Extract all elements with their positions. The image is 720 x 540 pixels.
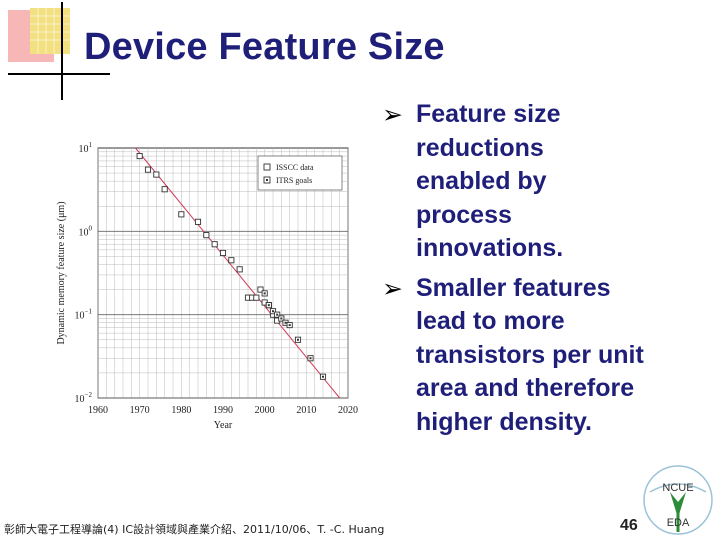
legend-marker	[263, 163, 271, 171]
itrs-goal-point-dot	[276, 313, 279, 316]
logo-arc	[649, 483, 707, 493]
isscc-data-point	[161, 186, 168, 193]
isscc-data-point	[219, 249, 227, 257]
bullet-line: area and therefore	[416, 374, 635, 402]
arrow-bullet-icon: ➢	[382, 100, 403, 129]
logo-text-top: NCUE	[662, 482, 693, 494]
isscc-data-point	[136, 153, 143, 160]
deco-yellow-square	[30, 8, 70, 54]
y-tick-label: 100	[79, 224, 93, 238]
isscc-data-point	[203, 232, 210, 239]
bullet-item: ➢ Smaller features lead to more transist…	[380, 272, 715, 440]
bullet-line: lead to more	[416, 307, 565, 335]
x-tick-label: 1960	[88, 405, 108, 416]
legend-entry: ISSCC data	[276, 163, 314, 172]
bullet-line: innovations.	[416, 234, 564, 262]
x-axis-label: Year	[214, 420, 233, 431]
trend-line	[135, 147, 341, 399]
itrs-goal-point-dot	[263, 292, 266, 295]
legend-box	[257, 155, 343, 191]
feature-size-chart: 1960 1970 1980 1990 2000 2010 2020 101 100 10−1 10…	[50, 136, 370, 436]
x-tick-label: 1990	[213, 405, 233, 416]
isscc-data-point	[257, 286, 264, 293]
x-tick-label: 1980	[171, 405, 191, 416]
bullet-line: reductions	[416, 133, 544, 162]
bullet-line: transistors per unit	[416, 340, 644, 369]
itrs-goal-point-dot	[322, 375, 324, 378]
isscc-data-point	[253, 294, 260, 301]
y-tick-label: 101	[79, 141, 93, 155]
bullet-item: ➢ Feature size reductions enabled by pro…	[380, 98, 715, 266]
chart-svg: 1960 1970 1980 1990 2000 2010 2020 101 100 10−1 10…	[56, 141, 358, 431]
x-tick-label: 2010	[296, 405, 316, 416]
logo-ring	[643, 465, 713, 535]
page-number: 46	[620, 517, 638, 534]
footer-text: 彰師大電子工程導論(4) IC設計領域與產業介紹、2011/10/06、T. -…	[4, 523, 385, 536]
ncue-eda-logo: NCUE EDA	[643, 465, 713, 535]
bullet-list: ➢ Feature size reductions enabled by pro…	[380, 98, 715, 445]
itrs-goal-point-dot	[267, 304, 270, 307]
slide-title: Device Feature Size	[84, 26, 445, 68]
bullet-line: process	[416, 200, 512, 229]
isscc-data-point	[144, 166, 152, 173]
isscc-data-point	[194, 218, 202, 225]
y-axis-label: Dynamic memory feature size (μm)	[56, 201, 67, 344]
isscc-data-point	[153, 171, 160, 178]
isscc-data-point	[211, 241, 218, 248]
x-tick-label: 2000	[255, 405, 275, 416]
bullet-line: enabled by	[416, 167, 547, 195]
bullet-line: higher density.	[416, 407, 592, 436]
bullet-line: Feature size	[416, 100, 561, 128]
legend-entry: ITRS goals	[276, 176, 312, 185]
itrs-goal-point-dot	[309, 357, 312, 360]
y-tick-label: 10−1	[75, 308, 93, 322]
arrow-bullet-icon: ➢	[382, 273, 403, 303]
isscc-data-point	[178, 211, 185, 218]
x-tick-label: 2020	[338, 405, 358, 416]
y-tick-label: 10−2	[75, 391, 93, 405]
itrs-goal-point-dot	[297, 338, 299, 341]
legend-marker-dot	[266, 179, 268, 181]
itrs-goal-point-dot	[280, 317, 283, 320]
logo-decoration	[8, 2, 110, 100]
bullet-line: Smaller features	[416, 273, 611, 302]
isscc-data-point	[236, 266, 243, 273]
itrs-goal-point-dot	[272, 310, 274, 313]
x-tick-label: 1970	[130, 405, 150, 416]
itrs-goal-point-dot	[284, 321, 287, 324]
itrs-goal-point-dot	[288, 324, 291, 327]
isscc-data-point	[228, 257, 235, 264]
logo-text-bottom: EDA	[667, 517, 690, 529]
